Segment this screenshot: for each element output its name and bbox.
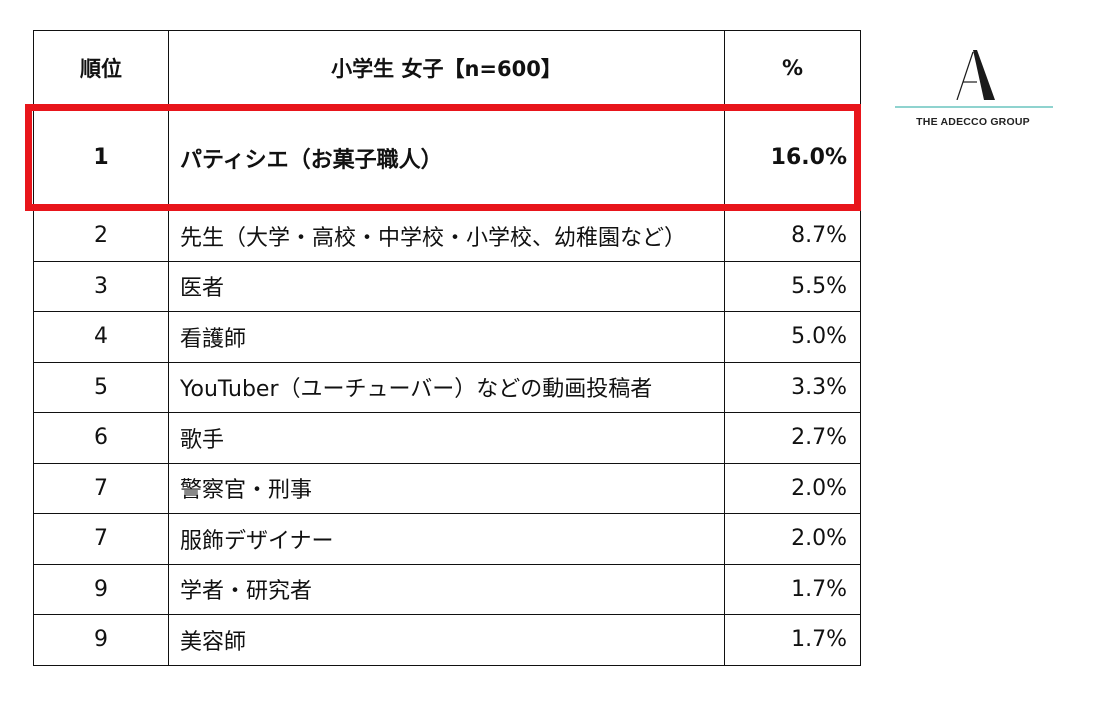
cell-job: 服飾デザイナー [168,513,725,565]
cell-rank: 9 [33,563,169,615]
table-header-row: 順位 小学生 女子【n=600】 % [33,30,861,105]
cell-job: 医者 [168,260,725,312]
cell-percent: 16.0% [724,104,861,211]
table-row: 3 医者 5.5% [33,260,861,312]
cell-rank: 5 [33,361,169,413]
table-row-top: 1 パティシエ（お菓子職人） 16.0% [33,104,861,211]
cell-job: 看護師 [168,311,725,363]
logo-divider-line [895,106,1053,108]
cell-percent: 8.7% [724,210,861,262]
table-row: 9 学者・研究者 1.7% [33,563,861,615]
header-title: 小学生 女子【n=600】 [168,30,725,105]
cell-job: YouTuber（ユーチューバー）などの動画投稿者 [168,361,725,413]
header-percent: % [724,30,861,105]
table-row: 5 YouTuber（ユーチューバー）などの動画投稿者 3.3% [33,361,861,413]
cell-rank: 9 [33,614,169,666]
cell-percent: 1.7% [724,614,861,666]
table-row: 7 服飾デザイナー 2.0% [33,513,861,565]
logo-text: THE ADECCO GROUP [916,116,1030,128]
table-row: 4 看護師 5.0% [33,311,861,363]
cell-percent: 2.0% [724,462,861,514]
cell-job: 警察官・刑事 [168,462,725,514]
table-row: 9 美容師 1.7% [33,614,861,666]
cell-job: パティシエ（お菓子職人） [168,104,725,211]
table-row: 2 先生（大学・高校・中学校・小学校、幼稚園など） 8.7% [33,210,861,262]
table-row: 6 歌手 2.7% [33,412,861,464]
ranking-table: 順位 小学生 女子【n=600】 % 1 パティシエ（お菓子職人） 16.0% … [33,30,861,666]
header-rank: 順位 [33,30,169,105]
cell-job: 歌手 [168,412,725,464]
cell-percent: 5.0% [724,311,861,363]
cell-rank: 7 [33,513,169,565]
cell-rank: 4 [33,311,169,363]
cell-job: 先生（大学・高校・中学校・小学校、幼稚園など） [168,210,725,262]
cell-rank: 6 [33,412,169,464]
table-row: 7 警察官・刑事 2.0% [33,462,861,514]
cell-rank: 1 [33,104,169,211]
cell-percent: 2.0% [724,513,861,565]
cell-percent: 1.7% [724,563,861,615]
adecco-a-mark-icon [956,50,995,100]
adecco-logo: THE ADECCO GROUP [893,50,1053,135]
cell-job: 学者・研究者 [168,563,725,615]
cell-rank: 7 [33,462,169,514]
cell-job: 美容師 [168,614,725,666]
cell-percent: 3.3% [724,361,861,413]
cell-rank: 2 [33,210,169,262]
cell-rank: 3 [33,260,169,312]
cell-percent: 2.7% [724,412,861,464]
cell-percent: 5.5% [724,260,861,312]
